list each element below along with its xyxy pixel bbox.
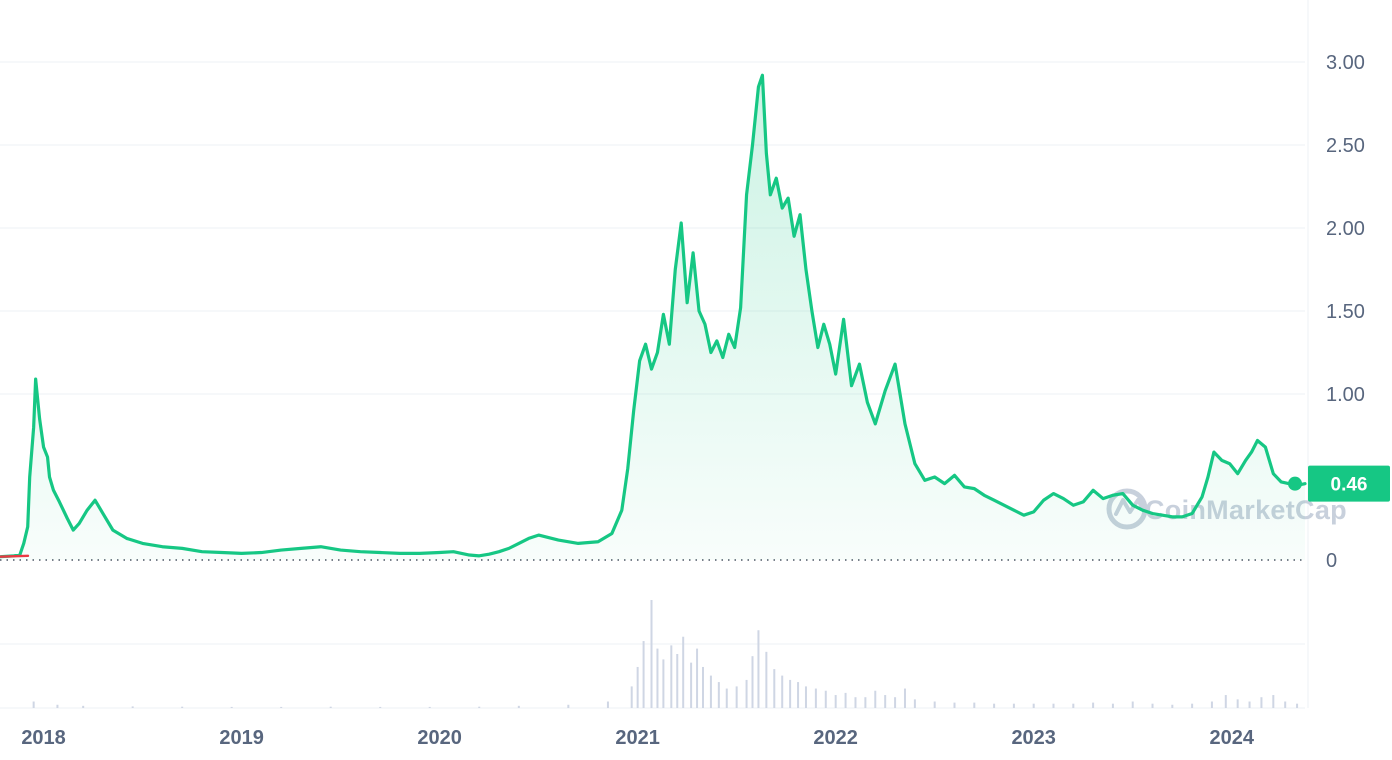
volume-bar xyxy=(1012,703,1015,708)
volume-bar xyxy=(709,675,712,708)
volume-bar xyxy=(933,701,936,708)
volume-bar xyxy=(864,697,867,708)
volume-bar xyxy=(642,641,645,708)
negative-segment xyxy=(0,554,30,558)
volume-bar xyxy=(280,706,283,708)
volume-bar xyxy=(773,669,776,708)
volume-bar xyxy=(797,682,800,708)
volume-bar xyxy=(676,654,679,708)
volume-bar xyxy=(725,688,728,708)
volume-bar xyxy=(662,659,665,708)
volume-bar xyxy=(903,688,906,708)
volume-bar xyxy=(751,656,754,708)
y-tick-label: 1.50 xyxy=(1326,301,1365,323)
volume-bar xyxy=(884,695,887,708)
volume-bar xyxy=(1260,697,1263,708)
volume-bar xyxy=(735,686,738,708)
x-tick-label: 2019 xyxy=(219,727,264,749)
volume-bar xyxy=(1224,695,1227,708)
volume-bar xyxy=(844,692,847,708)
x-tick-label: 2024 xyxy=(1209,727,1254,749)
current-price-label: 0.46 xyxy=(1331,475,1368,496)
volume-bar xyxy=(1210,701,1213,708)
volume-bar xyxy=(696,648,699,708)
volume-bar xyxy=(656,648,659,708)
volume-bar xyxy=(230,706,233,708)
volume-bar xyxy=(131,706,134,708)
volume-bar xyxy=(973,702,976,708)
x-tick-label: 2021 xyxy=(615,727,660,749)
volume-bar xyxy=(329,706,332,708)
volume-bar xyxy=(517,705,520,708)
volume-bar xyxy=(636,666,639,708)
volume-bar xyxy=(1131,701,1134,708)
area-layer xyxy=(0,75,1305,560)
volume-bar xyxy=(1284,701,1287,708)
volume-bar xyxy=(717,682,720,708)
volume-bar xyxy=(181,706,184,708)
volume-bar xyxy=(1236,699,1239,708)
volume-bar xyxy=(682,636,685,708)
volume-bar xyxy=(82,705,85,708)
volume-bar xyxy=(670,645,673,708)
volume-bar xyxy=(781,675,784,708)
current-price-badge: 0.46 xyxy=(1288,465,1390,502)
volume-bar xyxy=(814,688,817,708)
x-tick-label: 2018 xyxy=(21,727,66,749)
volume-bar xyxy=(804,686,807,708)
volume-bar xyxy=(1272,695,1275,708)
volume-bar xyxy=(1191,703,1194,708)
volume-bar xyxy=(1151,703,1154,708)
volume-bar xyxy=(824,690,827,708)
x-tick-label: 2022 xyxy=(813,727,858,749)
volume-bar xyxy=(993,703,996,708)
volume-bar xyxy=(567,704,570,708)
volume-bar xyxy=(630,686,633,708)
y-tick-label: 0 xyxy=(1326,550,1337,572)
volume-bar xyxy=(854,697,857,708)
volume-bar xyxy=(56,704,59,708)
y-tick-label: 3.00 xyxy=(1326,52,1365,74)
volume-bar xyxy=(789,679,792,708)
current-price-badge-bg xyxy=(1308,465,1390,502)
y-tick-label: 2.00 xyxy=(1326,218,1365,240)
volume-bar xyxy=(1032,703,1035,708)
volume-bar xyxy=(745,679,748,708)
y-tick-label: 1.00 xyxy=(1326,384,1365,406)
volume-bar xyxy=(913,699,916,708)
volume-bar xyxy=(874,690,877,708)
price-area xyxy=(0,75,1305,560)
volume-bar xyxy=(606,701,609,708)
volume-bar xyxy=(379,706,382,708)
volume-bar xyxy=(478,706,481,708)
volume-bar xyxy=(953,702,956,708)
volume-bar xyxy=(894,697,897,708)
x-tick-label: 2023 xyxy=(1011,727,1056,749)
volume-bar xyxy=(834,695,837,708)
volume-bar xyxy=(1171,704,1174,708)
volume-bar xyxy=(1296,703,1299,708)
volume-layer xyxy=(32,600,1299,708)
volume-bar xyxy=(1111,703,1114,708)
points-layer xyxy=(0,75,1306,557)
grid-layer xyxy=(0,0,1309,709)
volume-bar xyxy=(32,701,35,708)
volume-bar xyxy=(765,651,768,708)
volume-bar xyxy=(1092,702,1095,708)
volume-bar xyxy=(650,600,653,708)
x-tick-label: 2020 xyxy=(417,727,462,749)
volume-bar xyxy=(1072,703,1075,708)
volume-bar xyxy=(690,662,693,708)
volume-bar xyxy=(701,666,704,708)
labels-layer: 0 1.00 1.50 2.00 2.50 3.00 2018 2019 2020 2021 202… xyxy=(21,52,1365,749)
volume-bar xyxy=(757,630,760,708)
volume-bar xyxy=(1052,703,1055,708)
y-tick-label: 2.50 xyxy=(1326,135,1365,157)
current-price-dot xyxy=(1288,476,1302,491)
volume-bar xyxy=(428,706,431,708)
volume-bar xyxy=(1248,701,1251,708)
